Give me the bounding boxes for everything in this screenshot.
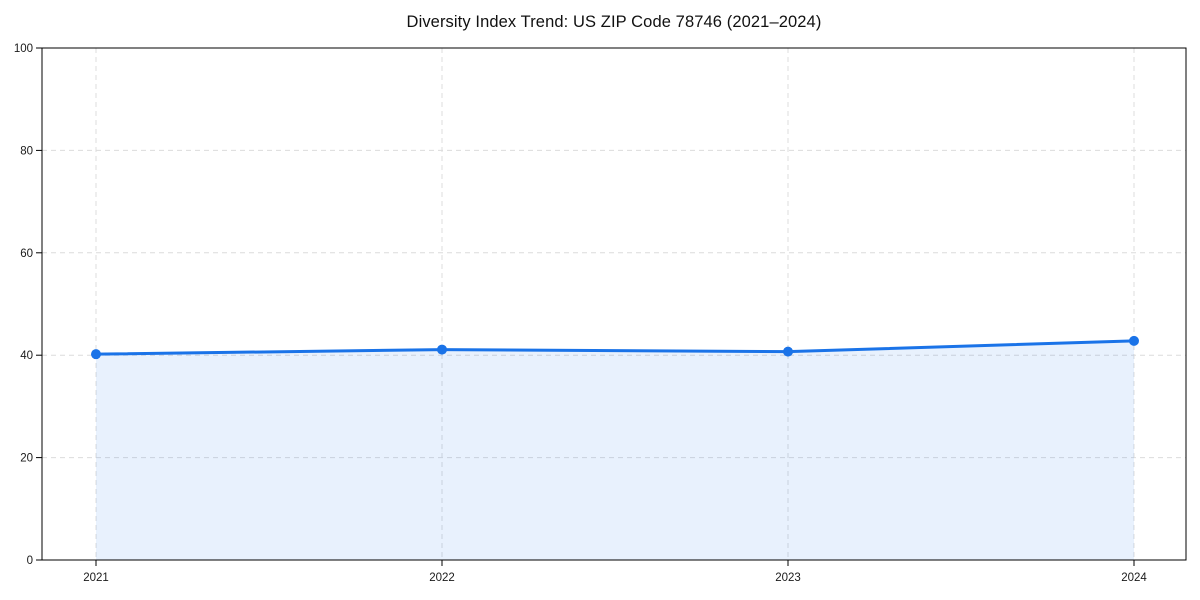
y-tick-label: 60: [20, 248, 33, 260]
data-point-marker: [1129, 335, 1139, 346]
data-point-marker: [91, 349, 101, 360]
data-point-marker: [783, 346, 793, 357]
plot-border: [41, 47, 1187, 561]
y-tick-label: 100: [14, 43, 33, 55]
x-tick-label: 2024: [1121, 572, 1147, 584]
x-tick-label: 2023: [775, 572, 801, 584]
axes: [36, 47, 1187, 566]
area-fill-shape: [96, 340, 1134, 560]
trend-line-path: [94, 339, 1136, 356]
area-fill: [96, 340, 1134, 560]
y-tick-label: 40: [20, 350, 33, 362]
data-point-markers: [91, 335, 1139, 360]
x-tick-label: 2021: [83, 572, 109, 584]
y-tick-label: 20: [20, 453, 33, 465]
chart-title: Diversity Index Trend: US ZIP Code 78746…: [406, 13, 822, 31]
y-tick-label: 0: [27, 555, 33, 567]
y-tick-label: 80: [20, 145, 33, 157]
x-tick-label: 2022: [429, 572, 455, 584]
data-point-marker: [437, 344, 447, 355]
trend-line: [94, 339, 1136, 356]
tick-labels: 0 20 40 60 80 100 2021 2022 2023 2024: [14, 43, 1148, 584]
